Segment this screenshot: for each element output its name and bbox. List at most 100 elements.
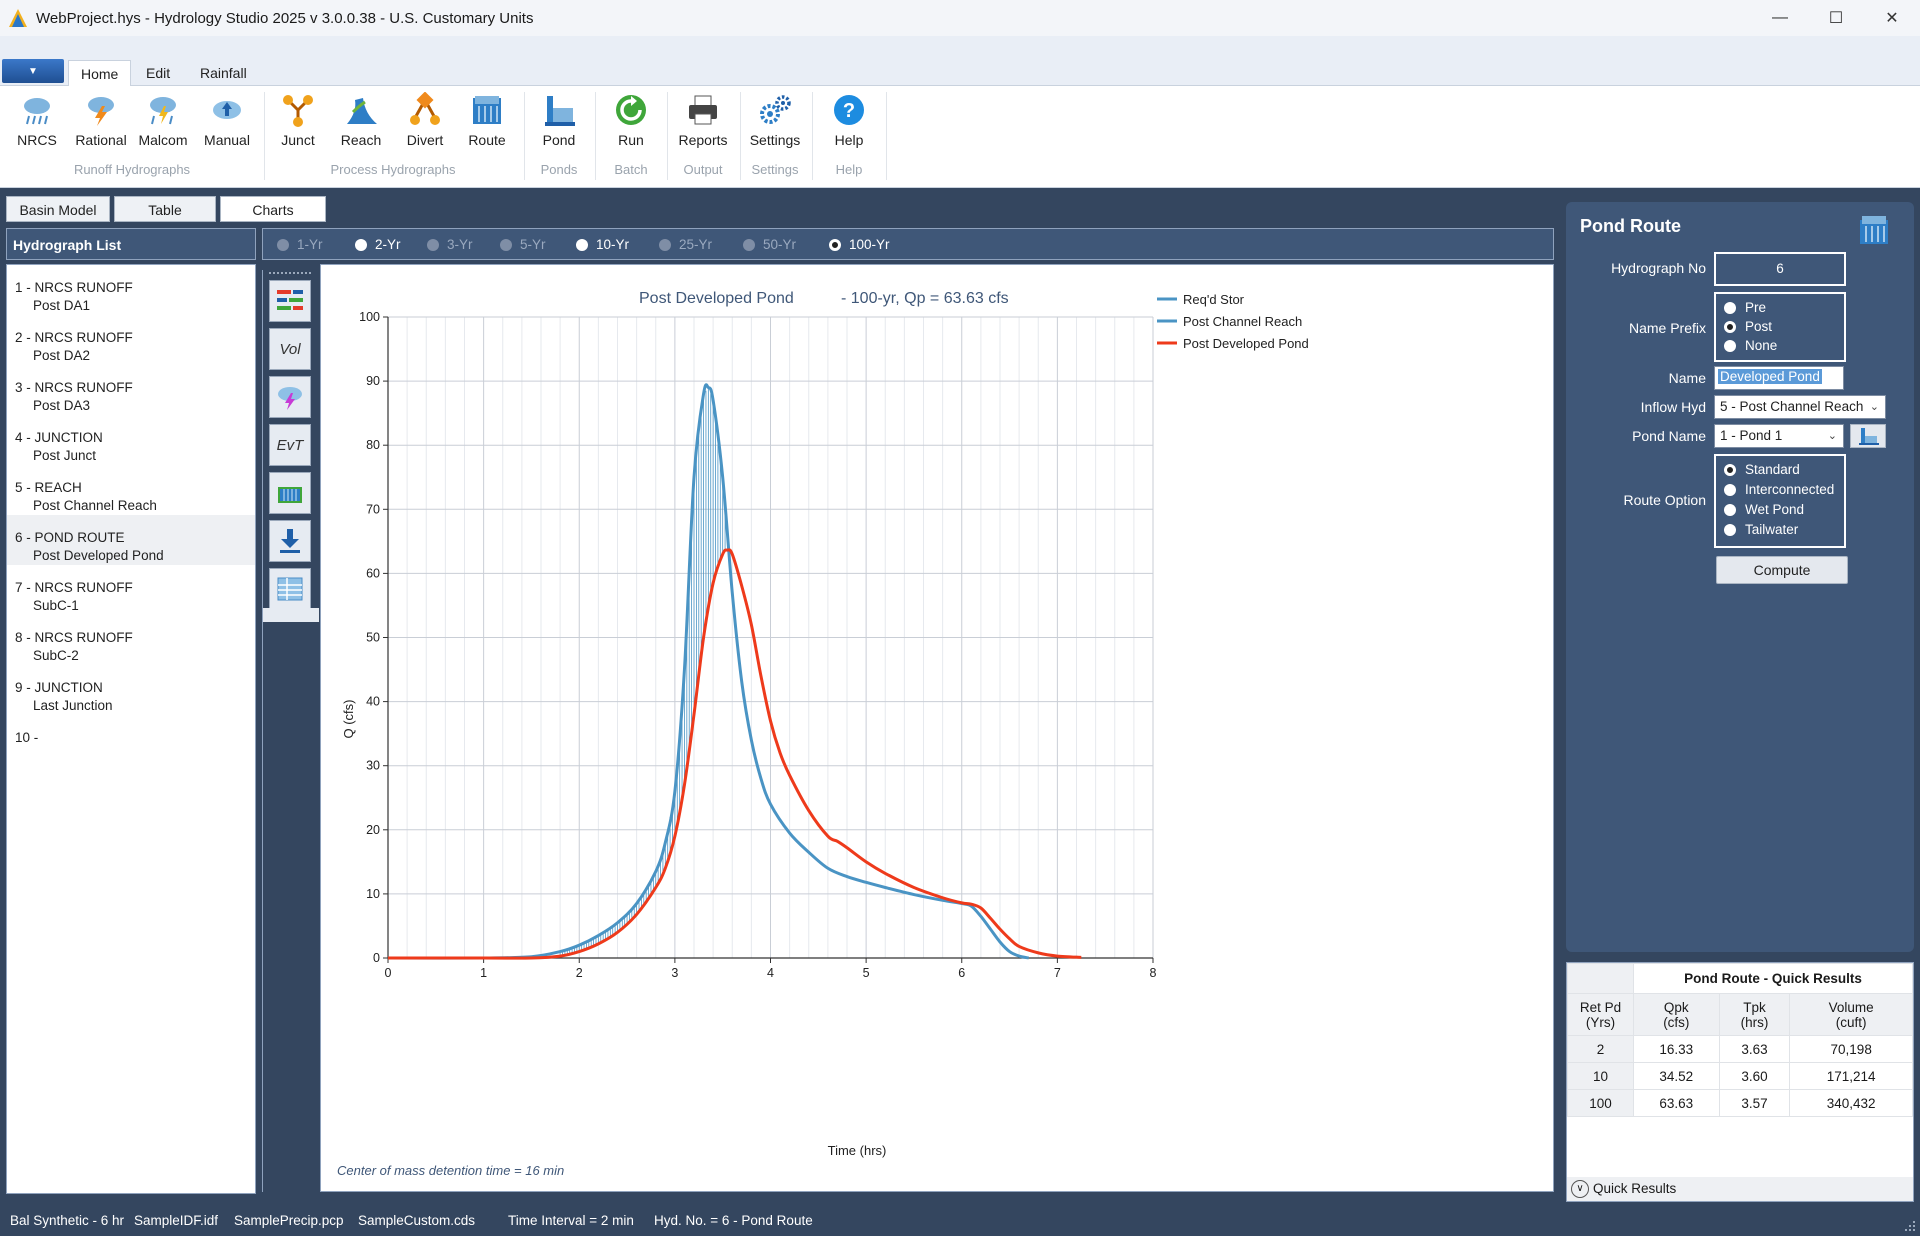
pond-name-label: Pond Name bbox=[1632, 428, 1706, 444]
chevron-down-icon: ⌄ bbox=[1827, 430, 1837, 442]
return-period-100yr[interactable]: 100-Yr bbox=[829, 237, 890, 252]
junction-icon bbox=[283, 95, 313, 127]
return-period-10yr[interactable]: 10-Yr bbox=[576, 237, 629, 252]
column-header-unit: (cuft) bbox=[1835, 1014, 1867, 1030]
route-standard-radio[interactable]: Standard bbox=[1724, 462, 1800, 477]
return-period-25yr[interactable]: 25-Yr bbox=[659, 237, 712, 252]
table-view-button[interactable] bbox=[269, 568, 311, 610]
list-item-title: 9 - JUNCTION bbox=[15, 680, 103, 695]
return-period-2yr[interactable]: 2-Yr bbox=[355, 237, 401, 252]
column-header: Volume (cuft) bbox=[1789, 993, 1913, 1036]
minimize-button[interactable]: — bbox=[1772, 9, 1788, 26]
list-item-selected[interactable]: 6 - POND ROUTE Post Developed Pond bbox=[7, 515, 255, 565]
quick-results-title: Pond Route - Quick Results bbox=[1633, 963, 1913, 994]
y-tick-label: 20 bbox=[366, 823, 380, 837]
compute-button[interactable]: Compute bbox=[1716, 556, 1848, 584]
list-item[interactable]: 3 - NRCS RUNOFF Post DA3 bbox=[7, 365, 255, 415]
list-item-title: 2 - NRCS RUNOFF bbox=[15, 330, 133, 345]
resize-grip-icon[interactable] bbox=[1904, 1220, 1916, 1232]
chart-legend[interactable]: Req'd Stor Post Channel Reach Post Develop… bbox=[1157, 292, 1309, 351]
legend-toggle-button[interactable] bbox=[269, 280, 311, 322]
table-row[interactable]: 100 63.63 3.57 340,432 bbox=[1567, 1089, 1913, 1117]
refresh-run-icon bbox=[616, 95, 646, 125]
tab-basin-model[interactable]: Basin Model bbox=[6, 196, 110, 222]
reach-button[interactable]: Reach bbox=[330, 92, 392, 148]
required-storage-hatch bbox=[559, 387, 728, 957]
list-item[interactable]: 8 - NRCS RUNOFF SubC-2 bbox=[7, 615, 255, 665]
hydrograph-list-header: Hydrograph List bbox=[6, 228, 256, 260]
runoff-group-label: Runoff Hydrographs bbox=[73, 162, 191, 177]
tab-edit[interactable]: Edit bbox=[146, 65, 171, 81]
list-item-title: 4 - JUNCTION bbox=[15, 430, 103, 445]
settings-button[interactable]: Settings bbox=[744, 92, 806, 148]
inflow-hyd-select[interactable]: 5 - Post Channel Reach ⌄ bbox=[1714, 395, 1886, 419]
run-label: Run bbox=[618, 132, 644, 148]
nrcs-button[interactable]: NRCS bbox=[6, 92, 68, 148]
name-prefix-group bbox=[1714, 292, 1846, 362]
tab-table[interactable]: Table bbox=[114, 196, 216, 222]
list-item[interactable]: 7 - NRCS RUNOFF SubC-1 bbox=[7, 565, 255, 615]
storm-chart-button[interactable] bbox=[269, 376, 311, 418]
run-button[interactable]: Run bbox=[600, 92, 662, 148]
column-header-unit: (hrs) bbox=[1740, 1014, 1769, 1030]
table-row[interactable]: 2 16.33 3.63 70,198 bbox=[1567, 1035, 1913, 1063]
return-period-1yr[interactable]: 1-Yr bbox=[277, 237, 323, 252]
settings-label: Settings bbox=[749, 132, 801, 148]
rational-button[interactable]: Rational bbox=[70, 92, 132, 148]
maximize-button[interactable]: ☐ bbox=[1828, 10, 1844, 27]
pond-edit-button[interactable] bbox=[1850, 424, 1886, 448]
route-button[interactable]: Route bbox=[456, 92, 518, 148]
list-item[interactable]: 1 - NRCS RUNOFF Post DA1 bbox=[7, 265, 255, 315]
list-item-subtitle: SubC-1 bbox=[33, 598, 79, 613]
pond-route-icon bbox=[1860, 216, 1888, 244]
quick-results-toggle[interactable]: ∨ Quick Results bbox=[1567, 1177, 1913, 1201]
volume-button[interactable]: Vol bbox=[269, 328, 311, 370]
prefix-pre-radio[interactable]: Pre bbox=[1724, 300, 1766, 315]
table-row[interactable]: 10 34.52 3.60 171,214 bbox=[1567, 1062, 1913, 1090]
prefix-post-radio[interactable]: Post bbox=[1724, 319, 1772, 334]
route-wet-pond-radio[interactable]: Wet Pond bbox=[1724, 502, 1804, 517]
junct-button[interactable]: Junct bbox=[267, 92, 329, 148]
list-item[interactable]: 2 - NRCS RUNOFF Post DA2 bbox=[7, 315, 255, 365]
toolbar-overflow-strip[interactable] bbox=[263, 608, 319, 622]
reports-button[interactable]: Reports bbox=[672, 92, 734, 148]
tab-home[interactable]: Home bbox=[68, 60, 132, 86]
pond-name-select[interactable]: 1 - Pond 1 ⌄ bbox=[1714, 424, 1844, 448]
prefix-none-radio[interactable]: None bbox=[1724, 338, 1777, 353]
tab-rainfall[interactable]: Rainfall bbox=[200, 65, 247, 81]
list-item[interactable]: 10 - bbox=[7, 715, 255, 765]
status-interval: Time Interval = 2 min bbox=[508, 1213, 634, 1228]
download-button[interactable] bbox=[269, 520, 311, 562]
help-button[interactable]: ? Help bbox=[818, 92, 880, 148]
route-tailwater-radio[interactable]: Tailwater bbox=[1724, 522, 1798, 537]
list-item-title: 7 - NRCS RUNOFF bbox=[15, 580, 133, 595]
route-interconnected-radio[interactable]: Interconnected bbox=[1724, 482, 1834, 497]
pond-button[interactable]: Pond bbox=[528, 92, 590, 148]
chart-panel: 0 1 2 3 4 5 6 7 8 0 10 20 30 40 50 60 70 80 90 100 Post Dev… bbox=[320, 264, 1554, 1192]
return-period-5yr[interactable]: 5-Yr bbox=[500, 237, 546, 252]
evt-button[interactable]: EvT bbox=[269, 424, 311, 466]
quick-results-footer-label: Quick Results bbox=[1593, 1181, 1677, 1196]
hydrograph-no-field[interactable]: 6 bbox=[1714, 252, 1846, 286]
column-header-unit: (Yrs) bbox=[1585, 1014, 1616, 1030]
table-cell: 34.52 bbox=[1633, 1062, 1720, 1090]
return-period-50yr[interactable]: 50-Yr bbox=[743, 237, 796, 252]
name-field[interactable]: Developed Pond bbox=[1714, 366, 1844, 390]
manual-button[interactable]: Manual bbox=[196, 92, 258, 148]
app-logo-icon bbox=[9, 9, 27, 27]
list-item[interactable]: 4 - JUNCTION Post Junct bbox=[7, 415, 255, 465]
list-item[interactable]: 9 - JUNCTION Last Junction bbox=[7, 665, 255, 715]
malcom-button[interactable]: Malcom bbox=[132, 92, 194, 148]
close-button[interactable]: ✕ bbox=[1885, 10, 1899, 27]
divert-button[interactable]: Divert bbox=[394, 92, 456, 148]
status-bar: Bal Synthetic - 6 hr SampleIDF.idf Sampl… bbox=[0, 1206, 1920, 1236]
tab-charts[interactable]: Charts bbox=[220, 196, 326, 222]
column-header-text: Tpk bbox=[1743, 999, 1766, 1015]
pond-stage-button[interactable] bbox=[269, 472, 311, 514]
y-tick-label: 40 bbox=[366, 695, 380, 709]
return-period-3yr[interactable]: 3-Yr bbox=[427, 237, 473, 252]
list-item[interactable]: 5 - REACH Post Channel Reach bbox=[7, 465, 255, 515]
app-menu-button[interactable]: ▼ bbox=[2, 59, 64, 83]
legend-label: Req'd Stor bbox=[1183, 292, 1245, 307]
process-group-label: Process Hydrographs bbox=[330, 162, 456, 177]
